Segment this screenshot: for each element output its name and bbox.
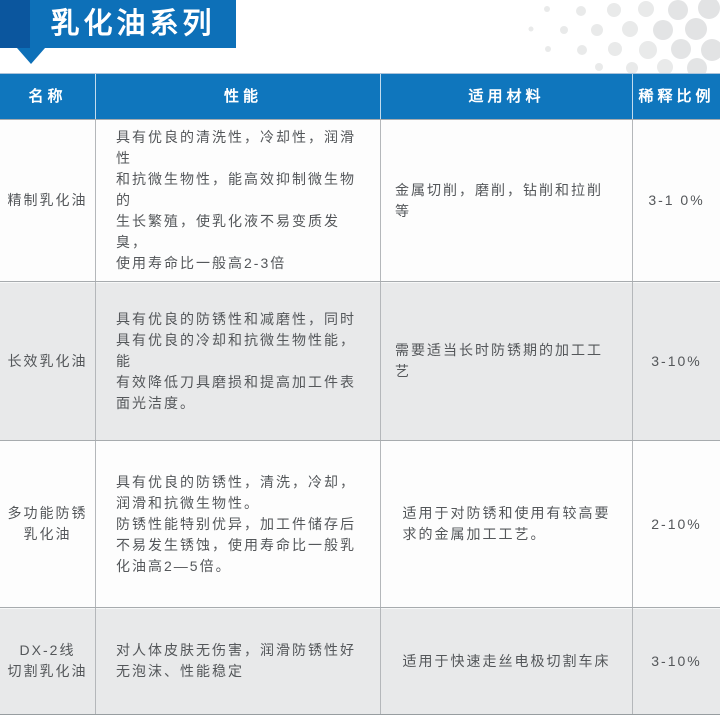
materials-cell: 需要适当长时防锈期的加工工艺 xyxy=(380,282,632,440)
materials-cell: 适用于对防锈和使用有较高要 求的金属加工工艺。 xyxy=(380,441,632,607)
product-name-cell: DX-2线 切割乳化油 xyxy=(0,608,95,714)
table-row: 精制乳化油 具有优良的清洗性，冷却性，润滑性 和抗微生物性，能高效抑制微生物的 … xyxy=(0,119,720,281)
materials-text: 需要适当长时防锈期的加工工艺 xyxy=(395,342,603,379)
header-name: 名称 xyxy=(28,88,67,105)
product-name: 多功能防锈 乳化油 xyxy=(7,505,88,542)
materials-text: 适用于对防锈和使用有较高要 求的金属加工工艺。 xyxy=(402,505,611,542)
banner-pointer-arrow xyxy=(17,48,45,64)
performance-cell: 对人体皮肤无伤害，润滑防锈性好 无泡沫、性能稳定 xyxy=(95,608,380,714)
product-name-cell: 长效乳化油 xyxy=(0,282,95,440)
table-header-row: 名称 性能 适用材料 稀释比例 xyxy=(0,73,720,119)
ratio-cell: 2-10% xyxy=(632,441,720,607)
product-name: 精制乳化油 xyxy=(7,192,88,208)
materials-text: 金属切削，磨削，钻削和拉削等 xyxy=(395,181,603,219)
product-name-cell: 精制乳化油 xyxy=(0,120,95,281)
materials-cell: 金属切削，磨削，钻削和拉削等 xyxy=(380,120,632,281)
table-row: 多功能防锈 乳化油 具有优良的防锈性，清洗，冷却， 润滑和抗微生物性。 防锈性能… xyxy=(0,440,720,607)
performance-cell: 具有优良的清洗性，冷却性，润滑性 和抗微生物性，能高效抑制微生物的 生长繁殖，使… xyxy=(95,120,380,281)
emulsified-oil-table: 名称 性能 适用材料 稀释比例 精制乳化油 具有优良的清洗性，冷却性，润滑性 和… xyxy=(0,73,720,715)
product-name: DX-2线 切割乳化油 xyxy=(7,642,88,679)
section-title: 乳化油系列 xyxy=(50,8,216,40)
header-ratio: 稀释比例 xyxy=(632,74,720,119)
header-materials: 适用材料 xyxy=(380,74,632,119)
performance-cell: 具有优良的防锈性，清洗，冷却， 润滑和抗微生物性。 防锈性能特别优异，加工件储存… xyxy=(95,441,380,607)
table-row: 长效乳化油 具有优良的防锈性和减磨性，同时 具有优良的冷却和抗微生物性能，能 有… xyxy=(0,281,720,440)
product-name-cell: 多功能防锈 乳化油 xyxy=(0,441,95,607)
ratio-cell: 3-10% xyxy=(632,282,720,440)
product-name: 长效乳化油 xyxy=(7,352,88,369)
performance-cell: 具有优良的防锈性和减磨性，同时 具有优良的冷却和抗微生物性能，能 有效降低刀具磨… xyxy=(95,282,380,440)
ratio-cell: 3-1 0% xyxy=(632,120,720,281)
materials-text: 适用于快速走丝电极切割车床 xyxy=(402,652,611,669)
table-row: DX-2线 切割乳化油 对人体皮肤无伤害，润滑防锈性好 无泡沫、性能稳定 适用于… xyxy=(0,607,720,714)
section-banner: 乳化油系列 xyxy=(0,0,236,48)
banner-dark-edge xyxy=(0,0,30,48)
header-performance: 性能 xyxy=(95,74,380,119)
halftone-dots-decoration xyxy=(528,0,720,75)
materials-cell: 适用于快速走丝电极切割车床 xyxy=(380,608,632,714)
ratio-cell: 3-10% xyxy=(632,608,720,714)
